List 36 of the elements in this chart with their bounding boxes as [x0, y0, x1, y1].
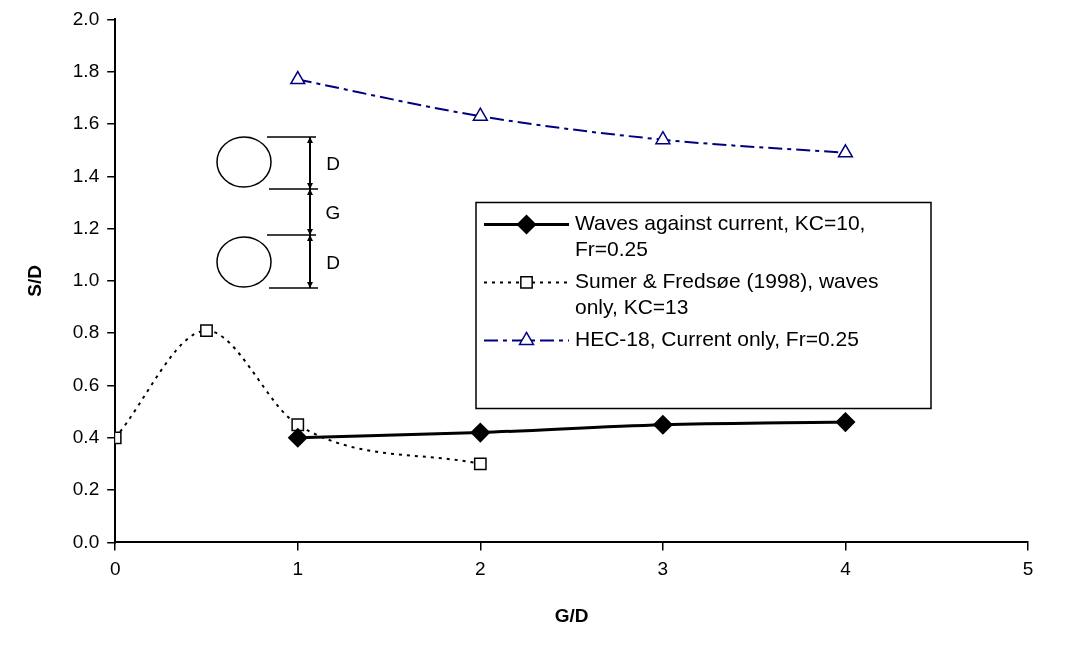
x-tick-label: 1	[292, 558, 304, 580]
point	[655, 130, 671, 145]
point	[290, 70, 306, 85]
y-axis-title: S/D	[23, 265, 45, 297]
point	[653, 414, 673, 435]
y-tick-label: 1.6	[72, 112, 100, 134]
legend-label: Sumer & Fredsøe (1998), waves only, KC=13	[575, 269, 879, 319]
y-tick-label: 0.6	[72, 373, 100, 395]
y-tick-label: 2.0	[72, 7, 100, 29]
point	[288, 428, 308, 448]
x-axis-title: G/D	[554, 604, 589, 626]
point	[837, 144, 854, 158]
point	[835, 412, 856, 432]
y-tick-label: 0.8	[72, 321, 100, 343]
annotation: D	[326, 152, 340, 174]
annotation: D	[326, 251, 340, 273]
point	[472, 107, 489, 121]
x-tick-label: 4	[840, 558, 852, 580]
y-tick-label: 1.2	[72, 216, 100, 238]
x-tick-label: 3	[657, 558, 669, 580]
point	[200, 324, 213, 337]
point	[291, 418, 305, 432]
y-tick-label: 1.8	[72, 59, 100, 81]
x-tick-label: 0	[109, 558, 121, 580]
y-tick-label: 0.2	[72, 478, 100, 500]
annotation: G	[325, 201, 341, 223]
point	[470, 422, 491, 443]
legend-label: Waves against current, KC=10, Fr=0.25	[575, 211, 866, 261]
x-tick-label: 5	[1022, 558, 1034, 580]
legend-label: HEC-18, Current only, Fr=0.25	[575, 327, 859, 351]
y-tick-label: 0.4	[72, 426, 100, 448]
y-tick-label: 1.4	[72, 164, 100, 186]
y-tick-label: 1.0	[72, 269, 100, 291]
point	[473, 457, 487, 471]
y-tick-label: 0.0	[72, 530, 100, 552]
x-tick-label: 2	[475, 558, 486, 580]
